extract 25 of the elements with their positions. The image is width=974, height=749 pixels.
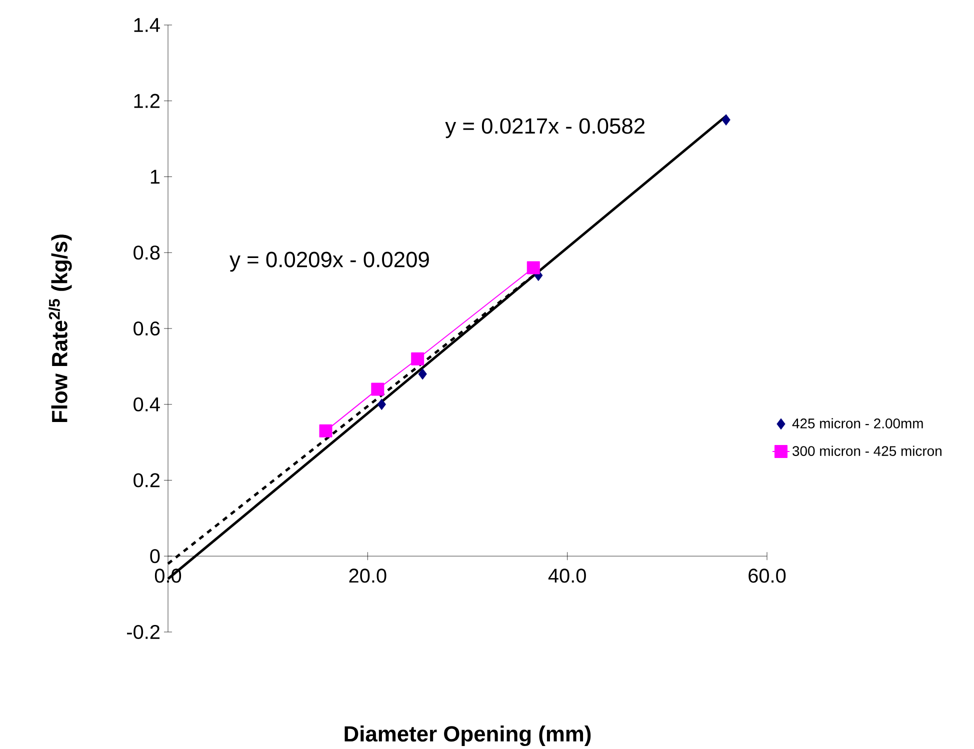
y-tick-label: 0.2 — [134, 473, 160, 488]
point — [722, 114, 730, 126]
point — [411, 352, 424, 366]
point — [418, 368, 427, 380]
point — [526, 261, 540, 274]
y-tick-label: -0.2 — [127, 624, 160, 639]
y-tick-label: 1.4 — [134, 18, 160, 32]
y-axis-title: Flow Rate$^{2/5}$ (kg/s) — [48, 234, 72, 422]
legend-label: 300 micron - 425 micron — [792, 446, 942, 456]
y-tick-label: 1 — [150, 170, 160, 184]
y-tick-label: 0.4 — [134, 397, 160, 412]
legend-label: 425 micron - 2.00mm — [792, 418, 923, 428]
annotation: y = 0.0209x - 0.0209 — [230, 252, 429, 272]
x-tick-label: 40.0 — [548, 568, 586, 583]
point — [319, 424, 332, 438]
annotation: y = 0.0217x - 0.0582 — [445, 118, 644, 138]
y-tick-label: 0.6 — [134, 321, 160, 336]
point — [377, 398, 386, 410]
y-tick-label: 0.8 — [134, 245, 160, 260]
x-axis-title: Diameter Opening (mm) — [344, 725, 591, 746]
x-tick-label: 60.0 — [748, 568, 786, 583]
y-tick-label: 0 — [150, 548, 160, 563]
point — [371, 382, 384, 396]
x-tick-label: 20.0 — [349, 568, 386, 583]
y-tick-label: 1.2 — [134, 94, 160, 108]
